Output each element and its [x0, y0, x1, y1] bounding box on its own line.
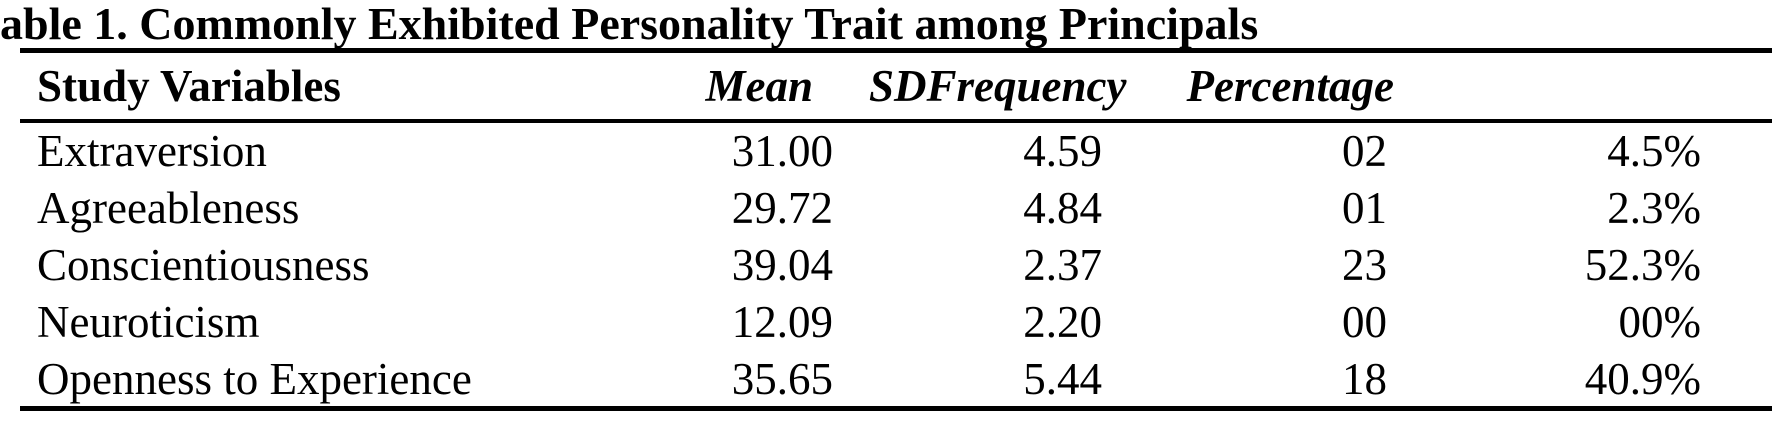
- cell-percentage: 52.3%: [1584, 240, 1701, 290]
- cell-frequency: 18: [1342, 354, 1387, 404]
- cell-variable: Extraversion: [37, 126, 267, 176]
- table-row: Neuroticism 12.09 2.20 00 00%: [20, 294, 1772, 351]
- table-body: Extraversion 31.00 4.59 02 4.5% Agreeabl…: [20, 123, 1772, 408]
- header-sd-frequency-group: SDFrequency Percentage: [869, 56, 1394, 116]
- cell-variable: Agreeableness: [37, 183, 300, 233]
- cell-frequency: 02: [1342, 126, 1387, 176]
- header-mean: Mean: [705, 61, 813, 111]
- cell-mean: 12.09: [731, 297, 833, 347]
- cell-percentage: 4.5%: [1607, 126, 1701, 176]
- cell-sd: 2.37: [1023, 240, 1102, 290]
- cell-sd: 5.44: [1023, 354, 1102, 404]
- cell-percentage: 2.3%: [1607, 183, 1701, 233]
- cell-variable: Neuroticism: [37, 297, 260, 347]
- table-top-rule: [20, 48, 1772, 53]
- header-sd: SD: [869, 61, 927, 111]
- header-percentage: Percentage: [1186, 61, 1394, 111]
- cell-percentage: 40.9%: [1584, 354, 1701, 404]
- cell-variable: Conscientiousness: [37, 240, 370, 290]
- cell-sd: 2.20: [1023, 297, 1102, 347]
- cell-frequency: 00: [1342, 297, 1387, 347]
- cell-mean: 39.04: [731, 240, 833, 290]
- cell-sd: 4.59: [1023, 126, 1102, 176]
- table-row: Conscientiousness 39.04 2.37 23 52.3%: [20, 237, 1772, 294]
- cell-mean: 31.00: [731, 126, 833, 176]
- cell-sd: 4.84: [1023, 183, 1102, 233]
- cell-mean: 35.65: [731, 354, 833, 404]
- table-row: Extraversion 31.00 4.59 02 4.5%: [20, 123, 1772, 180]
- table-header-rule: [20, 119, 1772, 123]
- table-bottom-rule: [20, 406, 1772, 411]
- table-caption: able 1. Commonly Exhibited Personality T…: [0, 0, 1259, 49]
- table-row: Openness to Experience 35.65 5.44 18 40.…: [20, 351, 1772, 408]
- cell-variable: Openness to Experience: [37, 354, 472, 404]
- cell-percentage: 00%: [1618, 297, 1702, 347]
- cell-frequency: 23: [1342, 240, 1387, 290]
- cell-mean: 29.72: [731, 183, 833, 233]
- table-header-row: Study Variables Mean SDFrequency Percenta…: [20, 56, 1772, 116]
- table-row: Agreeableness 29.72 4.84 01 2.3%: [20, 180, 1772, 237]
- cell-frequency: 01: [1342, 183, 1387, 233]
- header-frequency: Frequency: [926, 61, 1127, 111]
- header-study-variables: Study Variables: [37, 61, 341, 111]
